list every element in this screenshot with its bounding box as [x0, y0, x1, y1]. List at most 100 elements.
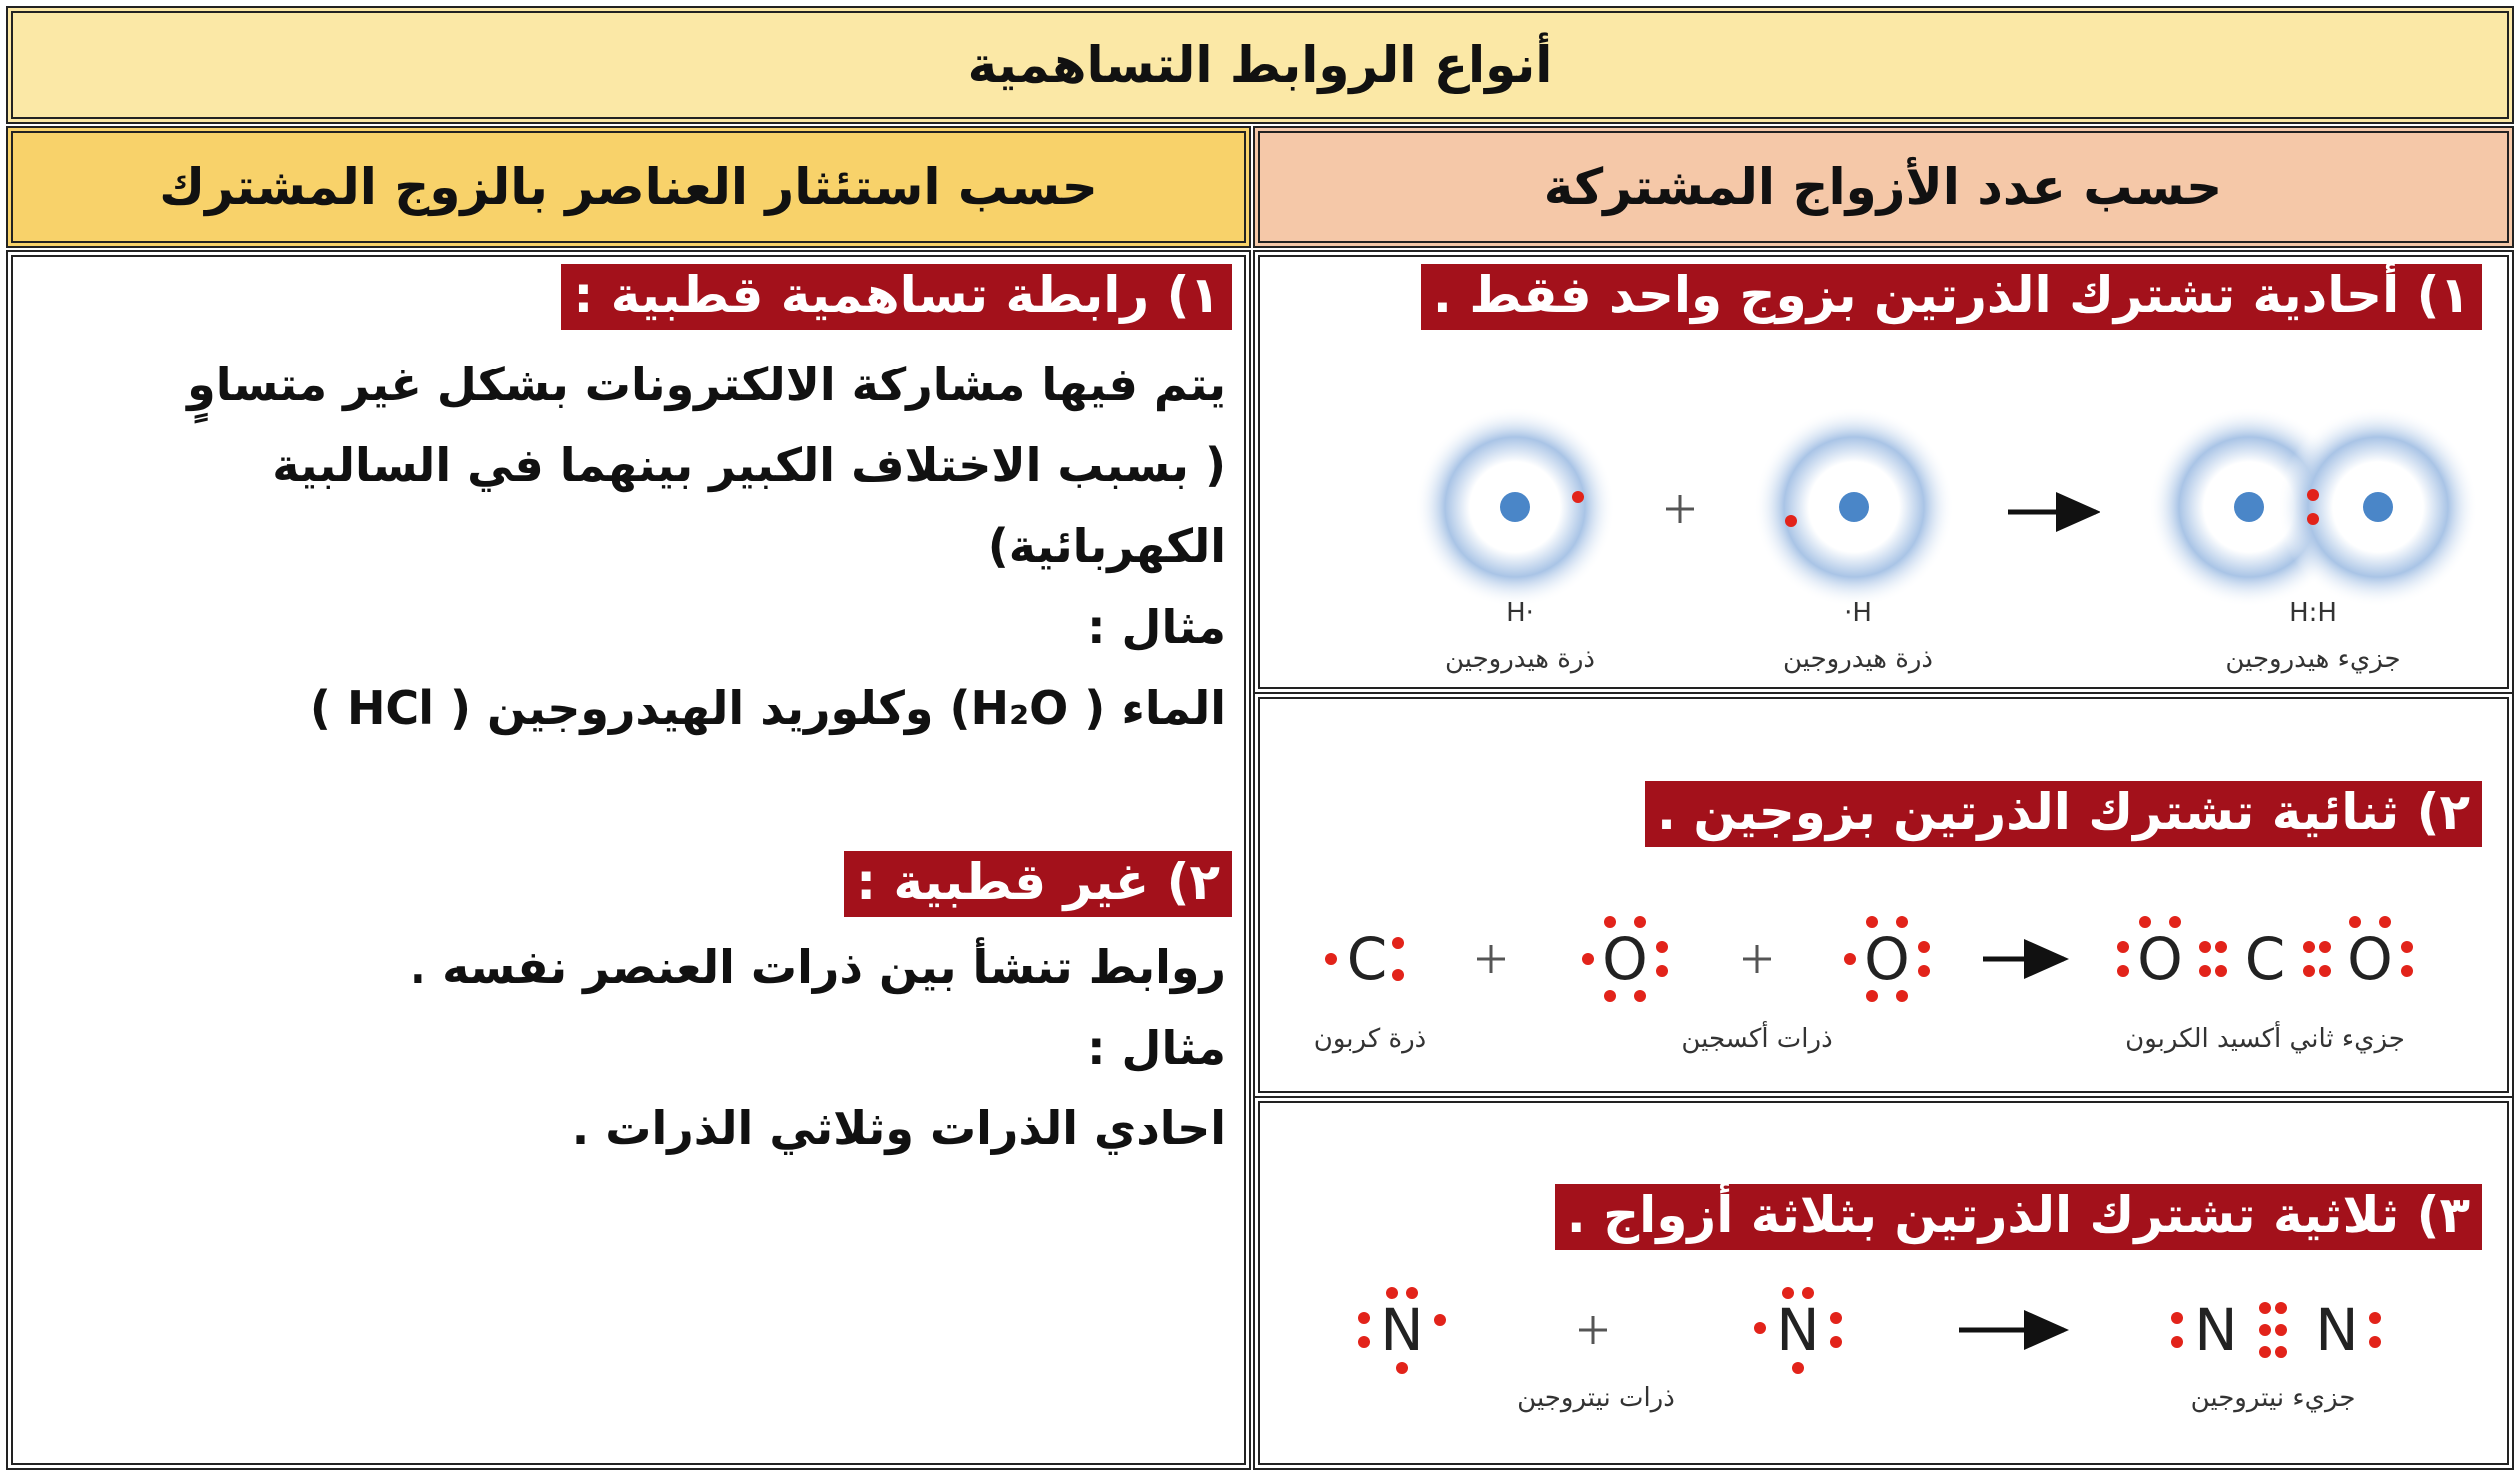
electron	[1785, 515, 1797, 527]
caption: جزيء ثاني أكسيد الكربون	[2125, 1020, 2405, 1054]
electron	[1582, 953, 1594, 965]
electron	[2199, 941, 2211, 953]
electron	[1392, 937, 1404, 949]
text-line: روابط تنشأ بين ذرات العنصر نفسه .	[409, 940, 1226, 994]
section-heading: ١) أحادية تشترك الذرتين بزوج واحد فقط .	[1420, 264, 2482, 330]
atom-symbol: C	[2245, 925, 2286, 993]
electron	[1434, 1314, 1446, 1326]
caption: ذرة هيدروجين	[1445, 644, 1595, 674]
text-line: ( بسبب الاختلاف الكبير بينهما في السالبي…	[272, 438, 1226, 492]
electron	[1634, 916, 1646, 928]
text-line: مثال :	[1087, 600, 1226, 654]
section-heading: ٣) ثلاثية تشترك الذرتين بثلاثة أزواج .	[1554, 1184, 2482, 1250]
text-line: الماء ( H₂O) وكلوريد الهيدروجين ( HCl )	[309, 681, 1226, 735]
electron	[2275, 1324, 2287, 1336]
electron	[2215, 965, 2227, 977]
atom-symbol: O	[1864, 925, 1910, 993]
electron	[1830, 1312, 1842, 1324]
electron	[2307, 513, 2319, 525]
electron	[1802, 1287, 1814, 1299]
atom-symbol: N	[1380, 1296, 1423, 1364]
electron	[1325, 953, 1337, 965]
section-heading: ٢) ثنائية تشترك الذرتين بزوجين .	[1644, 781, 2482, 847]
electron	[2319, 965, 2331, 977]
electron	[2369, 1312, 2381, 1324]
left-cell	[6, 250, 1251, 1470]
atom-symbol: O	[1602, 925, 1648, 993]
electron	[2303, 941, 2315, 953]
text-line: يتم فيها مشاركة الالكترونات بشكل غير متس…	[187, 358, 1226, 411]
electron	[2259, 1346, 2271, 1358]
electron	[2401, 965, 2413, 977]
right-header: حسب عدد الأزواج المشتركة	[1253, 126, 2514, 248]
section-heading: ١) رابطة تساهمية قطبية :	[561, 264, 1232, 330]
caption: جزيء نيتروجين	[2191, 1383, 2356, 1413]
electron	[2139, 916, 2151, 928]
formula: H:H	[2289, 598, 2337, 628]
electron	[2319, 941, 2331, 953]
electron	[2379, 916, 2391, 928]
electron	[1604, 990, 1616, 1002]
caption: جزيء هيدروجين	[2225, 644, 2400, 674]
nucleus	[2363, 492, 2393, 522]
electron	[1392, 969, 1404, 981]
electron	[1782, 1287, 1794, 1299]
formula: ·H	[1844, 598, 1872, 628]
electron	[1918, 941, 1930, 953]
electron	[1896, 916, 1908, 928]
electron	[2117, 941, 2129, 953]
electron	[1358, 1336, 1370, 1348]
electron	[2275, 1346, 2287, 1358]
atom-symbol: N	[2194, 1296, 2237, 1364]
formula: H·	[1506, 598, 1534, 628]
nucleus	[2234, 492, 2264, 522]
caption: ذرات أكسجين	[1681, 1020, 1832, 1054]
electron	[1358, 1312, 1370, 1324]
electron	[1572, 491, 1584, 503]
electron	[1866, 916, 1878, 928]
electron	[2369, 1336, 2381, 1348]
caption: ذرة كربون	[1314, 1024, 1427, 1054]
electron	[2215, 941, 2227, 953]
electron	[1396, 1362, 1408, 1374]
electron	[1406, 1287, 1418, 1299]
electron	[2349, 916, 2361, 928]
electron	[1896, 990, 1908, 1002]
electron	[1386, 1287, 1398, 1299]
left-header: حسب استئثار العناصر بالزوج المشترك	[6, 126, 1251, 248]
electron	[1866, 990, 1878, 1002]
atom-symbol: O	[2347, 925, 2393, 993]
atom-symbol: N	[1776, 1296, 1819, 1364]
electron	[1918, 965, 1930, 977]
electron	[2117, 965, 2129, 977]
nucleus	[1500, 492, 1530, 522]
electron	[1792, 1362, 1804, 1374]
electron	[1604, 916, 1616, 928]
electron	[2275, 1302, 2287, 1314]
text-line: الكهربائية)	[987, 519, 1226, 573]
atom-symbol: C	[1347, 925, 1388, 993]
electron	[2259, 1302, 2271, 1314]
electron	[2401, 941, 2413, 953]
caption: ذرة هيدروجين	[1783, 644, 1933, 674]
electron	[1656, 941, 1668, 953]
electron	[1844, 953, 1856, 965]
atom-symbol: N	[2315, 1296, 2358, 1364]
electron	[2303, 965, 2315, 977]
electron	[2259, 1324, 2271, 1336]
caption: ذرات نيتروجين	[1517, 1383, 1675, 1413]
atom-symbol: O	[2137, 925, 2183, 993]
electron	[2199, 965, 2211, 977]
electron	[1754, 1322, 1766, 1334]
electron	[2171, 1336, 2183, 1348]
right-cell	[1253, 1096, 2514, 1470]
right-cell	[1253, 250, 2514, 694]
text-line: مثال :	[1087, 1021, 1226, 1075]
electron	[2171, 1312, 2183, 1324]
electron	[2307, 489, 2319, 501]
electron	[1656, 965, 1668, 977]
electron	[1634, 990, 1646, 1002]
title: أنواع الروابط التساهمية	[6, 6, 2514, 124]
electron	[2169, 916, 2181, 928]
